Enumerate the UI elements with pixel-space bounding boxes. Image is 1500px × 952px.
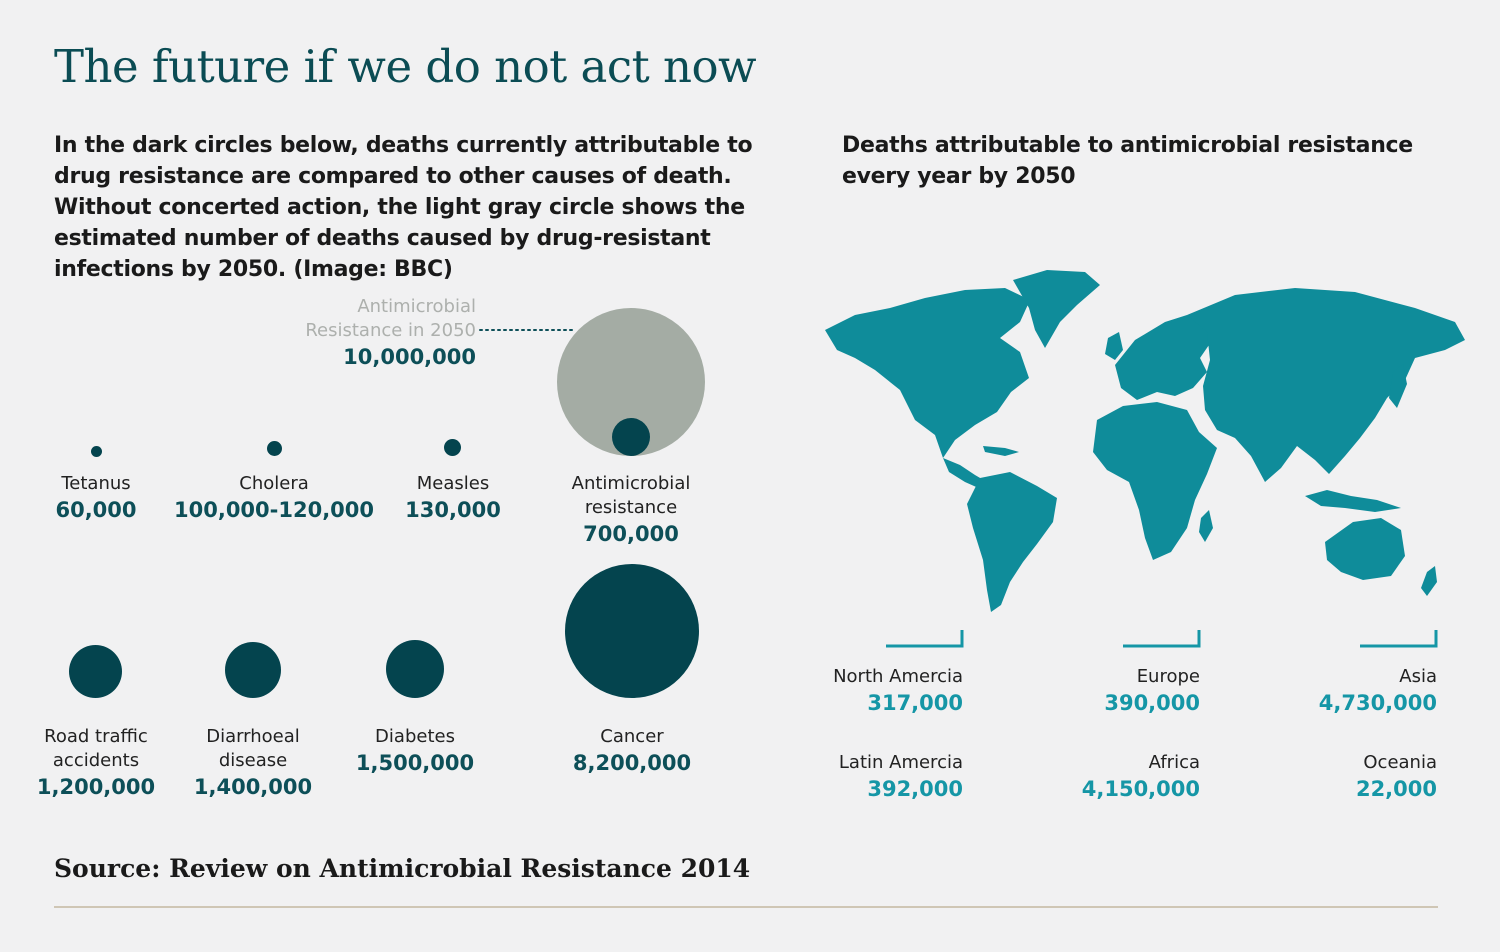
map-north-america <box>825 288 1030 458</box>
map-greenland <box>1013 270 1100 348</box>
bracket-col2 <box>1123 630 1201 648</box>
cause-cancer: Cancer 8,200,000 <box>552 725 712 777</box>
intro-text: In the dark circles below, deaths curren… <box>54 133 753 282</box>
cause-cancer-value: 8,200,000 <box>572 751 692 775</box>
map-uk <box>1105 332 1123 360</box>
cause-diarrhoeal: Diarrhoeal disease 1,400,000 <box>173 725 333 801</box>
cause-road-traffic: Road traffic accidents 1,200,000 <box>16 725 176 801</box>
map-south-america <box>967 472 1057 612</box>
cause-diarrhoeal-name-1: Diarrhoeal <box>206 726 300 747</box>
map-australia <box>1325 518 1405 580</box>
page-title: The future if we do not act now <box>54 40 757 93</box>
amr-2050-value: 10,000,000 <box>343 345 476 369</box>
cause-tetanus-name: Tetanus <box>61 473 131 494</box>
region-latin-america-name: Latin Amercia <box>838 752 963 773</box>
bracket-col3 <box>1360 630 1438 648</box>
region-africa-name: Africa <box>1148 752 1200 773</box>
bubble-cholera <box>267 441 282 456</box>
bracket-col1 <box>886 630 964 648</box>
region-europe: Europe 390,000 <box>960 665 1200 717</box>
cause-diarrhoeal-name-2: disease <box>218 750 288 771</box>
region-asia: Asia 4,730,000 <box>1197 665 1437 717</box>
region-oceania-value: 22,000 <box>1355 777 1437 801</box>
region-latin-america: Latin Amercia 392,000 <box>723 751 963 803</box>
amr-2050-callout: Antimicrobial Resistance in 2050 10,000,… <box>270 295 476 371</box>
bubble-amr-current <box>612 418 650 456</box>
bubble-measles <box>444 439 461 456</box>
region-asia-name: Asia <box>1399 666 1437 687</box>
cause-diabetes: Diabetes 1,500,000 <box>335 725 495 777</box>
region-europe-name: Europe <box>1136 666 1200 687</box>
cause-cholera-name: Cholera <box>239 473 309 494</box>
map-europe <box>1115 315 1211 400</box>
cause-diabetes-value: 1,500,000 <box>355 751 475 775</box>
cause-cholera-value: 100,000-120,000 <box>174 498 375 522</box>
cause-amr-value: 700,000 <box>583 522 679 546</box>
bubble-tetanus <box>91 446 102 457</box>
map-new-zealand <box>1421 566 1437 596</box>
map-africa <box>1093 402 1217 560</box>
region-oceania-name: Oceania <box>1363 752 1437 773</box>
map-title: Deaths attributable to antimicrobial res… <box>842 133 1413 189</box>
map-caribbean <box>983 446 1019 456</box>
cause-tetanus-value: 60,000 <box>55 498 137 522</box>
region-north-america-value: 317,000 <box>867 691 963 715</box>
region-asia-value: 4,730,000 <box>1318 691 1437 715</box>
cause-amr: Antimicrobial resistance 700,000 <box>541 472 721 548</box>
amr-2050-label-2: Resistance in 2050 <box>305 320 476 341</box>
cause-road-name-1: Road traffic <box>44 726 148 747</box>
region-africa: Africa 4,150,000 <box>960 751 1200 803</box>
cause-amr-name-1: Antimicrobial <box>571 473 691 494</box>
bottom-rule <box>54 906 1438 908</box>
cause-diarrhoeal-value: 1,400,000 <box>193 775 313 799</box>
region-oceania: Oceania 22,000 <box>1197 751 1437 803</box>
region-north-america: North Amercia 317,000 <box>723 665 963 717</box>
cause-cholera: Cholera 100,000-120,000 <box>174 472 374 524</box>
map-asia <box>1187 288 1465 482</box>
cause-measles-name: Measles <box>416 473 490 494</box>
region-europe-value: 390,000 <box>1104 691 1200 715</box>
bubble-road-traffic <box>69 645 122 698</box>
cause-cancer-name: Cancer <box>600 726 664 747</box>
region-latin-america-value: 392,000 <box>867 777 963 801</box>
source-note: Source: Review on Antimicrobial Resistan… <box>54 854 751 883</box>
map-japan <box>1389 364 1407 408</box>
amr-2050-leader-line <box>479 329 573 331</box>
map-madagascar <box>1199 510 1213 542</box>
cause-road-name-2: accidents <box>52 750 140 771</box>
bubble-diarrhoeal <box>225 642 281 698</box>
world-map <box>825 270 1465 612</box>
amr-2050-label-1: Antimicrobial <box>357 296 476 317</box>
cause-road-value: 1,200,000 <box>36 775 156 799</box>
region-north-america-name: North Amercia <box>833 666 963 687</box>
cause-diabetes-name: Diabetes <box>375 726 455 747</box>
cause-measles-value: 130,000 <box>405 498 501 522</box>
bubble-cancer <box>565 564 699 698</box>
bubble-diabetes <box>386 640 444 698</box>
map-indonesia <box>1305 490 1401 512</box>
cause-measles: Measles 130,000 <box>373 472 533 524</box>
cause-amr-name-2: resistance <box>584 497 678 518</box>
cause-tetanus: Tetanus 60,000 <box>16 472 176 524</box>
region-africa-value: 4,150,000 <box>1081 777 1200 801</box>
